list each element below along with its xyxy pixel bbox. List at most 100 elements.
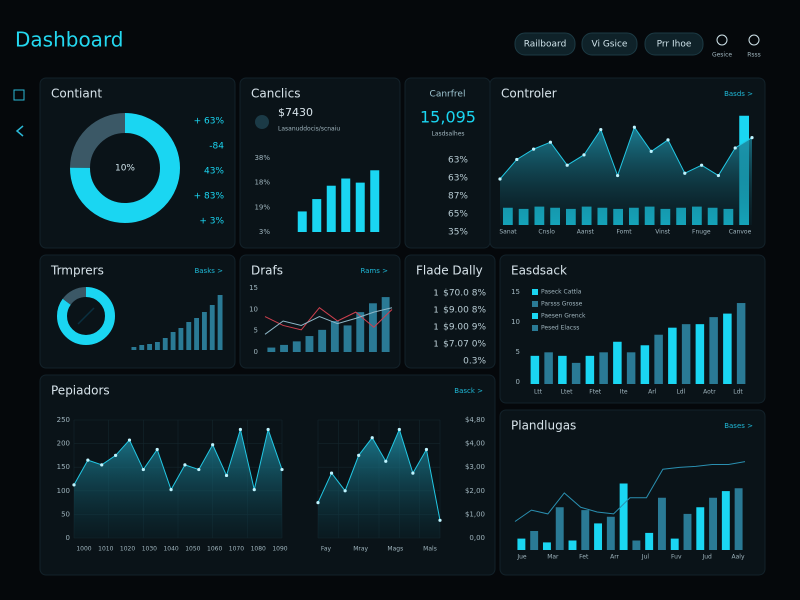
area-point (750, 136, 754, 140)
area-point (72, 483, 76, 487)
area-point (197, 467, 201, 472)
bar (606, 516, 615, 550)
area-point (127, 438, 132, 442)
sidebar-back[interactable] (15, 125, 24, 137)
x-label: 1050 (185, 546, 200, 553)
y-label: 19% (254, 203, 270, 211)
bar (178, 328, 184, 350)
donut-needle (77, 307, 95, 325)
bar (709, 497, 718, 550)
x-label: Mals (423, 546, 437, 553)
amount-note: Lasanuddocis/scnaiu (278, 126, 340, 133)
y-label: $3,00 (465, 463, 485, 471)
bar (162, 338, 168, 350)
bar (369, 303, 377, 352)
x-label: Vinst (655, 229, 671, 236)
area-point (438, 518, 442, 522)
donut-segment (57, 287, 115, 345)
area-line (499, 126, 753, 180)
bar (645, 532, 654, 550)
bar (681, 324, 691, 384)
area-point (666, 138, 670, 142)
bar (267, 347, 276, 352)
line (514, 461, 746, 522)
y-label: 5 (516, 348, 520, 356)
sidebar-icon[interactable] (13, 89, 25, 101)
bar (147, 344, 153, 350)
x-label: Arr (610, 554, 619, 561)
row-marker: 1 (433, 323, 438, 332)
bar (305, 336, 314, 352)
bar (619, 483, 628, 550)
panel-link[interactable]: Basck > (454, 387, 483, 395)
y-label: 10 (511, 318, 520, 326)
bar (139, 345, 145, 350)
y-label: 5 (254, 327, 258, 335)
panel-title: Drafs (251, 264, 283, 278)
bar (381, 297, 390, 352)
bar (341, 178, 351, 232)
bar (640, 345, 650, 384)
area-point (100, 463, 104, 467)
header-icon-label: Gesice (712, 52, 732, 59)
bar (657, 497, 666, 550)
panel-title: Canrfrel (430, 90, 466, 100)
line (264, 307, 393, 335)
bar (530, 355, 540, 384)
header-button[interactable] (581, 32, 638, 56)
stat: -84 (209, 142, 224, 152)
stat: + 83% (194, 192, 225, 202)
area-point (599, 127, 603, 132)
header-button-label[interactable]: Vi Gsice (592, 40, 628, 50)
bar (568, 540, 577, 550)
x-label: Mray (353, 546, 368, 553)
y-label: 0,00 (469, 534, 485, 542)
bar (670, 538, 679, 550)
x-label: Fuv (671, 554, 682, 561)
panel-title: Plandlugas (511, 419, 576, 433)
bar (723, 313, 732, 384)
area-point (532, 147, 536, 151)
area-point (733, 146, 737, 150)
header-button[interactable] (644, 32, 704, 56)
area-point (224, 473, 229, 478)
amount: $7430 (278, 106, 313, 119)
panel-link[interactable]: Basds > (724, 90, 753, 98)
bar (558, 355, 567, 384)
area-point (114, 453, 118, 457)
stat: $7.07 0% (443, 340, 486, 350)
stat: 63% (448, 174, 468, 184)
area-point (548, 140, 553, 144)
x-label: 1060 (207, 546, 222, 553)
panel-title: Controler (501, 87, 557, 101)
stat: 65% (448, 210, 468, 220)
bar (542, 542, 551, 550)
bar (370, 170, 380, 232)
bar (626, 352, 636, 384)
page-title: Dashboard (15, 28, 124, 52)
panel-link[interactable]: Basks > (194, 267, 223, 275)
area-point (155, 447, 159, 452)
panel-link[interactable]: Rams > (360, 267, 388, 275)
header-icon[interactable] (748, 34, 760, 46)
bar (530, 531, 539, 550)
area-point (183, 463, 187, 467)
panel-title: Pepiadors (51, 384, 110, 398)
area (318, 429, 440, 538)
header-button-label[interactable]: Prr Ihoe (657, 40, 692, 50)
header-button[interactable] (514, 32, 576, 56)
panel-link[interactable]: Bases > (724, 422, 753, 430)
bar (695, 324, 705, 384)
bar (594, 523, 603, 550)
bar (318, 329, 327, 352)
header-icon[interactable] (716, 34, 728, 46)
area-point (343, 489, 347, 493)
legend-label: Parsss Grosse (541, 301, 583, 308)
header-button-label[interactable]: Railboard (524, 40, 567, 50)
area (74, 429, 282, 538)
area-point (280, 467, 284, 472)
row-marker: 1 (433, 289, 438, 298)
x-label: 1080 (251, 546, 266, 553)
row-marker: 1 (433, 306, 438, 315)
legend-label: Paseck Cattla (541, 289, 582, 296)
